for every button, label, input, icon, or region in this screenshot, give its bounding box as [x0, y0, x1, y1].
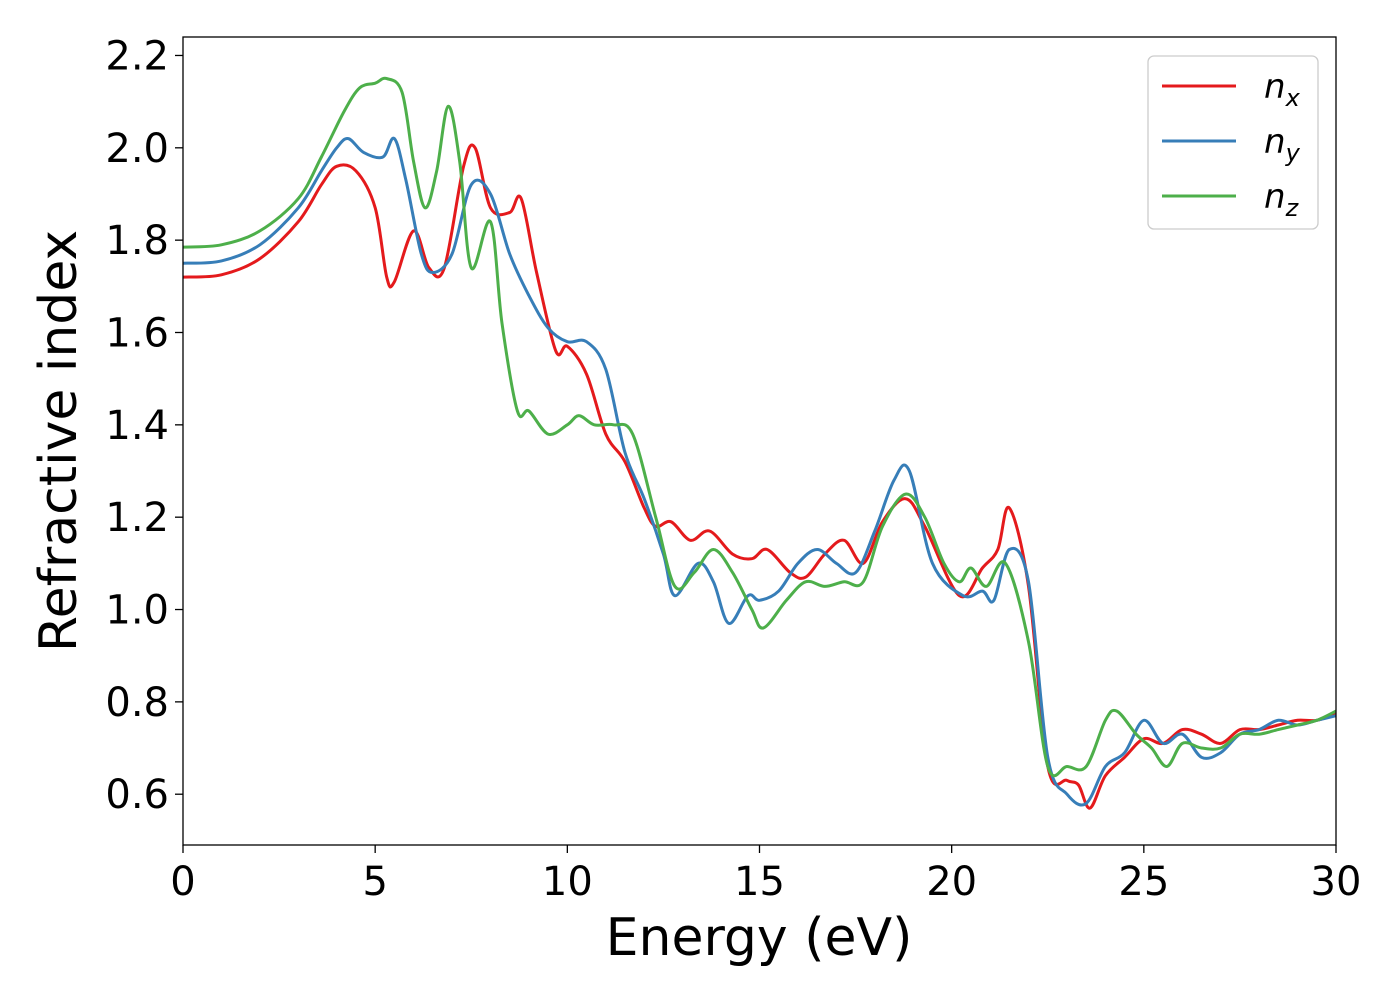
y-tick-label: 1.4	[105, 403, 169, 449]
y-axis-title: Refractive index	[29, 230, 89, 652]
y-tick-label: 1.8	[105, 218, 169, 264]
legend-label: nx	[1264, 67, 1301, 112]
legend-label: ny	[1264, 122, 1301, 167]
x-tick-label: 15	[734, 859, 785, 905]
series-line-ny	[183, 136, 1336, 807]
y-tick-label: 1.0	[105, 588, 169, 634]
series-line-nx	[183, 143, 1336, 810]
x-axis-title: Energy (eV)	[606, 908, 913, 968]
x-tick-label: 5	[362, 859, 387, 905]
y-tick-label: 2.2	[105, 33, 169, 79]
y-tick-label: 0.6	[105, 772, 169, 818]
legend: nx ny nz	[1147, 55, 1319, 230]
y-tick-label: 2.0	[105, 126, 169, 172]
legend-label: nz	[1264, 177, 1300, 222]
y-tick-label: 1.6	[105, 310, 169, 356]
x-tick-label: 0	[170, 859, 195, 905]
x-axis: 0 5 10 15 20 25 30	[170, 845, 1361, 905]
x-tick-label: 20	[926, 859, 977, 905]
x-tick-label: 25	[1118, 859, 1169, 905]
x-tick-label: 30	[1311, 859, 1362, 905]
y-tick-label: 1.2	[105, 495, 169, 541]
series-line-nz	[183, 76, 1336, 778]
y-tick-label: 0.8	[105, 680, 169, 726]
series-layer	[183, 76, 1336, 810]
y-axis: 0.6 0.8 1.0 1.2 1.4 1.6 1.8 2.0 2.2	[105, 33, 183, 818]
x-tick-label: 10	[542, 859, 593, 905]
